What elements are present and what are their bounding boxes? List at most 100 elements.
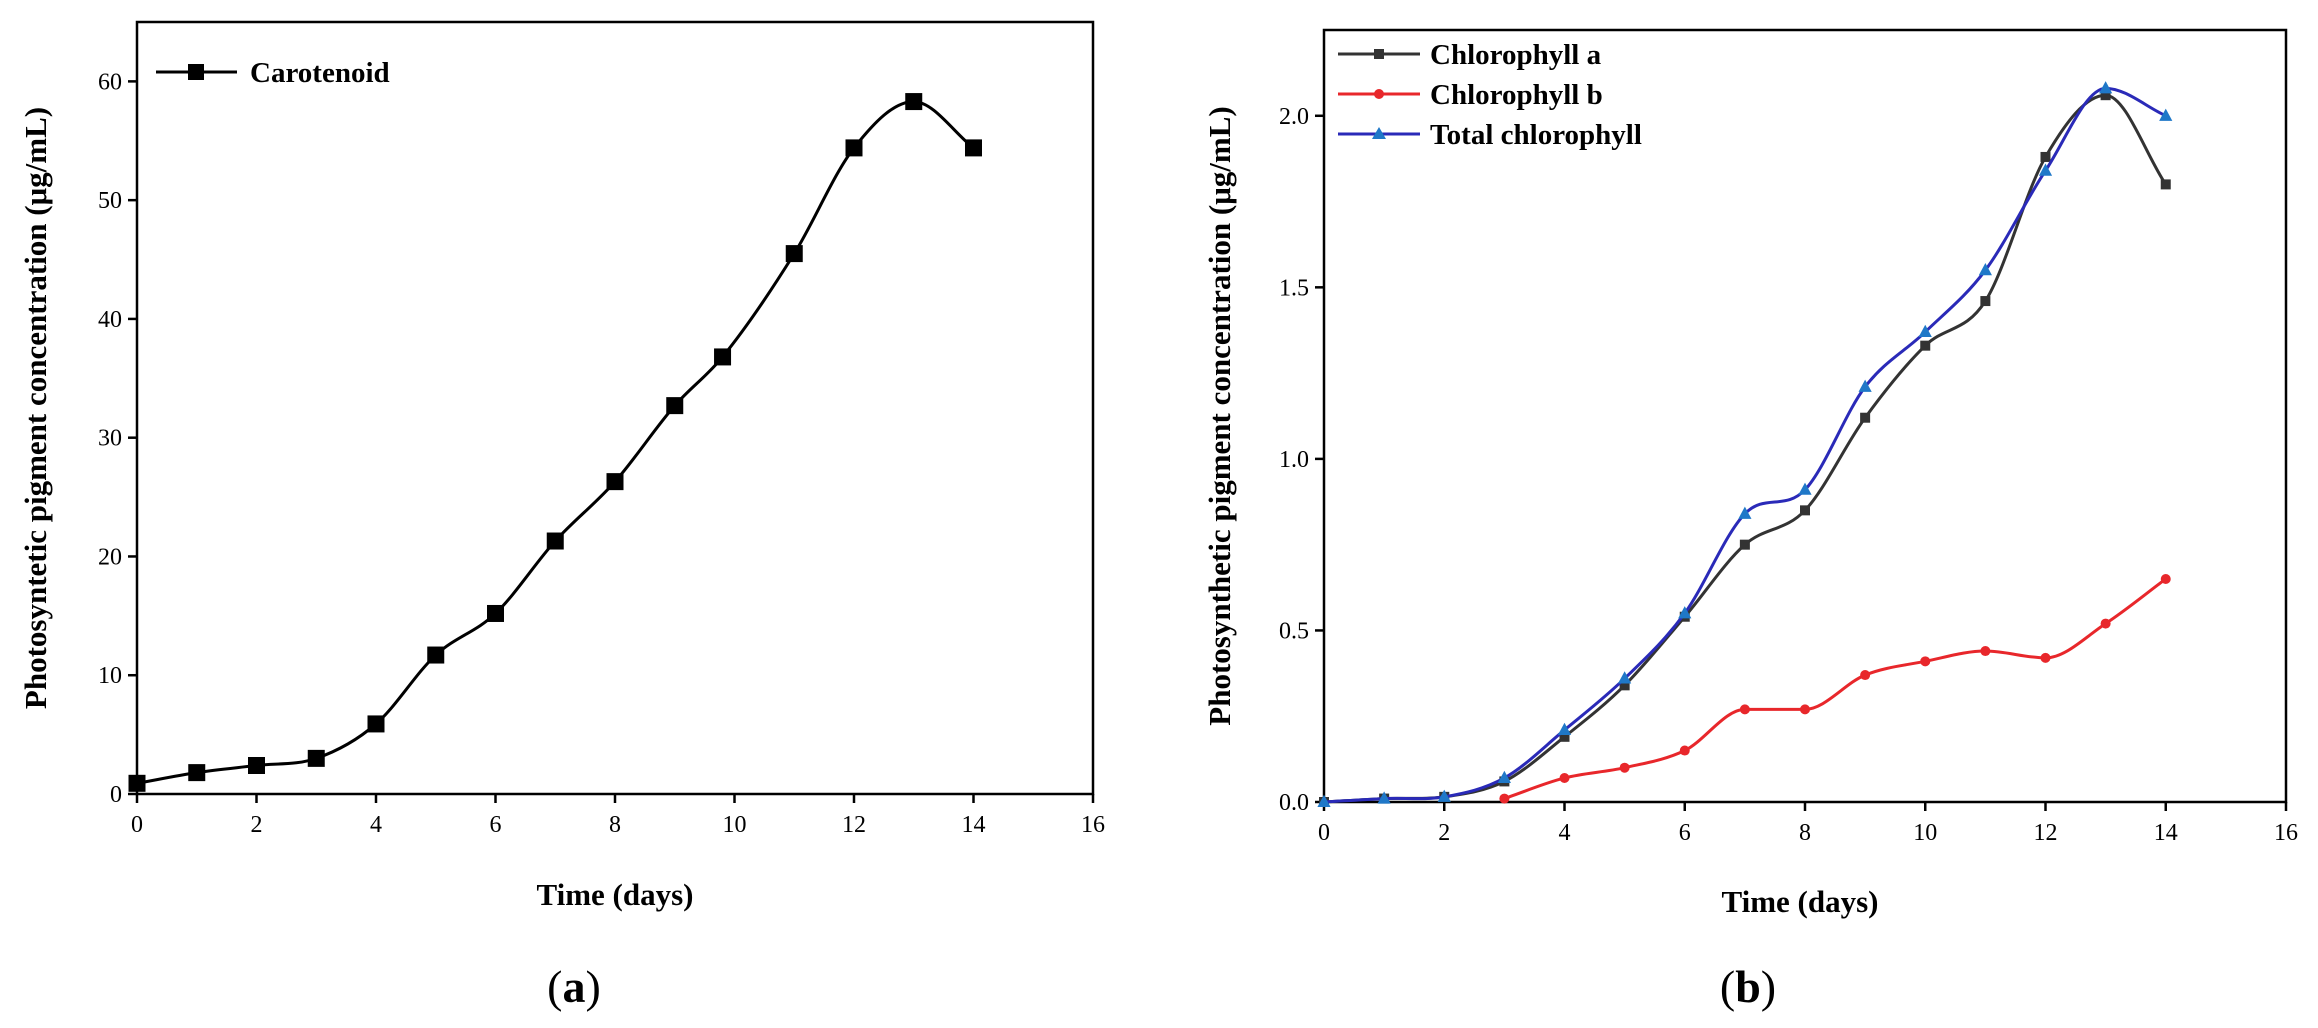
- panel-b-y-axis-label: Photosynthetic pigment concentration (μg…: [1202, 106, 1237, 725]
- data-point-total-chlorophyll: [2038, 163, 2053, 176]
- data-point-carotenoid: [714, 348, 732, 366]
- x-tick-label: 6: [490, 812, 502, 838]
- x-tick-label: 0: [1318, 820, 1330, 846]
- data-point-total-chlorophyll: [1678, 606, 1692, 619]
- data-point-chlorophyll-b: [1860, 670, 1871, 681]
- y-tick-label: 20: [98, 544, 122, 570]
- series-line-chlorophyll-b: [1503, 577, 2167, 800]
- panel-b-caption: (b): [1720, 961, 1776, 1012]
- data-point-chlorophyll-b: [1739, 704, 1750, 715]
- y-tick-label: 30: [98, 426, 122, 452]
- x-tick-label: 14: [962, 812, 986, 838]
- data-point-total-chlorophyll: [1557, 722, 1572, 735]
- data-point-carotenoid: [785, 245, 803, 263]
- data-point-carotenoid: [188, 764, 206, 782]
- data-point-carotenoid: [845, 139, 863, 157]
- x-tick-label: 10: [1913, 820, 1937, 846]
- data-point-chlorophyll-a: [2160, 179, 2171, 190]
- data-point-chlorophyll-b: [1499, 793, 1510, 804]
- data-point-total-chlorophyll: [1738, 506, 1752, 519]
- series-line-carotenoid: [136, 100, 975, 785]
- data-point-chlorophyll-b: [1980, 646, 1991, 657]
- data-point-chlorophyll-a: [1800, 505, 1810, 516]
- legend-total-chlorophyll-marker: [1372, 127, 1386, 139]
- y-tick-label: 0: [110, 782, 122, 808]
- y-tick-label: 60: [98, 69, 122, 95]
- legend-chlorophyll-b-label: Chlorophyll b: [1430, 79, 1603, 111]
- data-point-carotenoid: [487, 604, 504, 622]
- y-tick-label: 0.0: [1279, 790, 1309, 816]
- data-point-chlorophyll-b: [2100, 618, 2111, 629]
- data-point-carotenoid: [666, 397, 684, 415]
- legend-carotenoid-label: Carotenoid: [250, 57, 390, 89]
- data-point-carotenoid: [606, 473, 624, 491]
- panel-a-caption-letter: a: [563, 961, 586, 1012]
- data-point-carotenoid: [248, 756, 265, 774]
- panel-b-caption-letter: b: [1735, 961, 1761, 1012]
- data-point-carotenoid: [546, 532, 564, 550]
- x-tick-label: 8: [609, 812, 621, 838]
- data-point-carotenoid: [965, 139, 982, 157]
- data-point-chlorophyll-a: [1980, 296, 1991, 307]
- data-point-chlorophyll-b: [1559, 772, 1570, 783]
- panel-a-y-axis-label: Photosyntetic pigment concentration (μg/…: [18, 107, 53, 709]
- x-tick-label: 10: [723, 812, 747, 838]
- panel-b-series: [1317, 81, 2173, 808]
- x-tick-label: 2: [251, 812, 263, 838]
- x-tick-label: 4: [370, 812, 382, 838]
- y-tick-label: 10: [98, 663, 122, 689]
- panel-a-series: [128, 93, 982, 792]
- x-tick-label: 8: [1799, 820, 1811, 846]
- data-point-total-chlorophyll: [2099, 81, 2113, 94]
- x-tick-label: 6: [1679, 820, 1691, 846]
- data-point-chlorophyll-b: [2040, 652, 2051, 663]
- data-point-chlorophyll-b: [1920, 656, 1931, 667]
- data-point-chlorophyll-a: [1860, 412, 1871, 423]
- data-point-total-chlorophyll: [1918, 324, 1932, 337]
- plot-frame: [135, 20, 1095, 796]
- data-point-carotenoid: [128, 774, 146, 792]
- data-point-total-chlorophyll: [1317, 794, 1331, 808]
- data-point-carotenoid: [307, 749, 325, 767]
- x-tick-label: 16: [1081, 812, 1105, 838]
- data-point-carotenoid: [367, 715, 385, 733]
- data-point-chlorophyll-a: [1920, 340, 1931, 351]
- panel-a-chart: 0 2 4 6 8 10 12 14 16 0 10 20 30 40 50 60 Carotenoid Ti…: [18, 20, 1105, 1012]
- panel-a-x-axis-label: Time (days): [536, 877, 693, 912]
- legend-chlorophyll-b-marker: [1374, 89, 1384, 99]
- legend-carotenoid-marker: [188, 64, 204, 80]
- x-tick-label: 16: [2274, 820, 2298, 846]
- data-point-chlorophyll-a: [1619, 680, 1630, 691]
- x-tick-label: 4: [1559, 820, 1571, 846]
- data-point-total-chlorophyll: [1798, 482, 1812, 495]
- x-tick-label: 2: [1438, 820, 1450, 846]
- data-point-carotenoid: [427, 646, 445, 664]
- data-point-total-chlorophyll: [1377, 791, 1391, 804]
- panel-b-x-axis-label: Time (days): [1721, 884, 1878, 919]
- data-point-total-chlorophyll: [1618, 671, 1632, 684]
- data-point-chlorophyll-b: [1679, 745, 1690, 756]
- data-point-carotenoid: [905, 93, 923, 111]
- y-tick-label: 1.0: [1279, 447, 1309, 473]
- y-tick-label: 1.5: [1279, 275, 1309, 301]
- data-point-chlorophyll-a: [2100, 90, 2111, 101]
- panel-a-caption: (a): [547, 961, 601, 1012]
- data-point-total-chlorophyll: [1858, 379, 1872, 392]
- panel-b-legend: Chlorophyll a Chlorophyll b Total chloro…: [1338, 39, 1642, 151]
- data-point-total-chlorophyll: [1437, 789, 1451, 802]
- y-tick-label: 50: [98, 188, 122, 214]
- panel-a-legend: Carotenoid: [156, 57, 390, 89]
- y-tick-label: 2.0: [1279, 104, 1309, 130]
- data-point-total-chlorophyll: [1978, 262, 1992, 276]
- x-tick-label: 12: [842, 812, 866, 838]
- x-tick-label: 12: [2034, 820, 2058, 846]
- legend-total-chlorophyll-label: Total chlorophyll: [1430, 119, 1642, 151]
- series-line-total-chlorophyll: [1323, 86, 2167, 804]
- legend-chlorophyll-a-label: Chlorophyll a: [1430, 39, 1602, 71]
- y-tick-label: 40: [98, 307, 122, 333]
- data-point-chlorophyll-a: [2040, 151, 2051, 162]
- panel-a-axes: 0 2 4 6 8 10 12 14 16 0 10 20 30 40 50 60: [98, 20, 1105, 838]
- data-point-chlorophyll-a: [1739, 539, 1750, 550]
- data-point-chlorophyll-b: [1619, 762, 1630, 773]
